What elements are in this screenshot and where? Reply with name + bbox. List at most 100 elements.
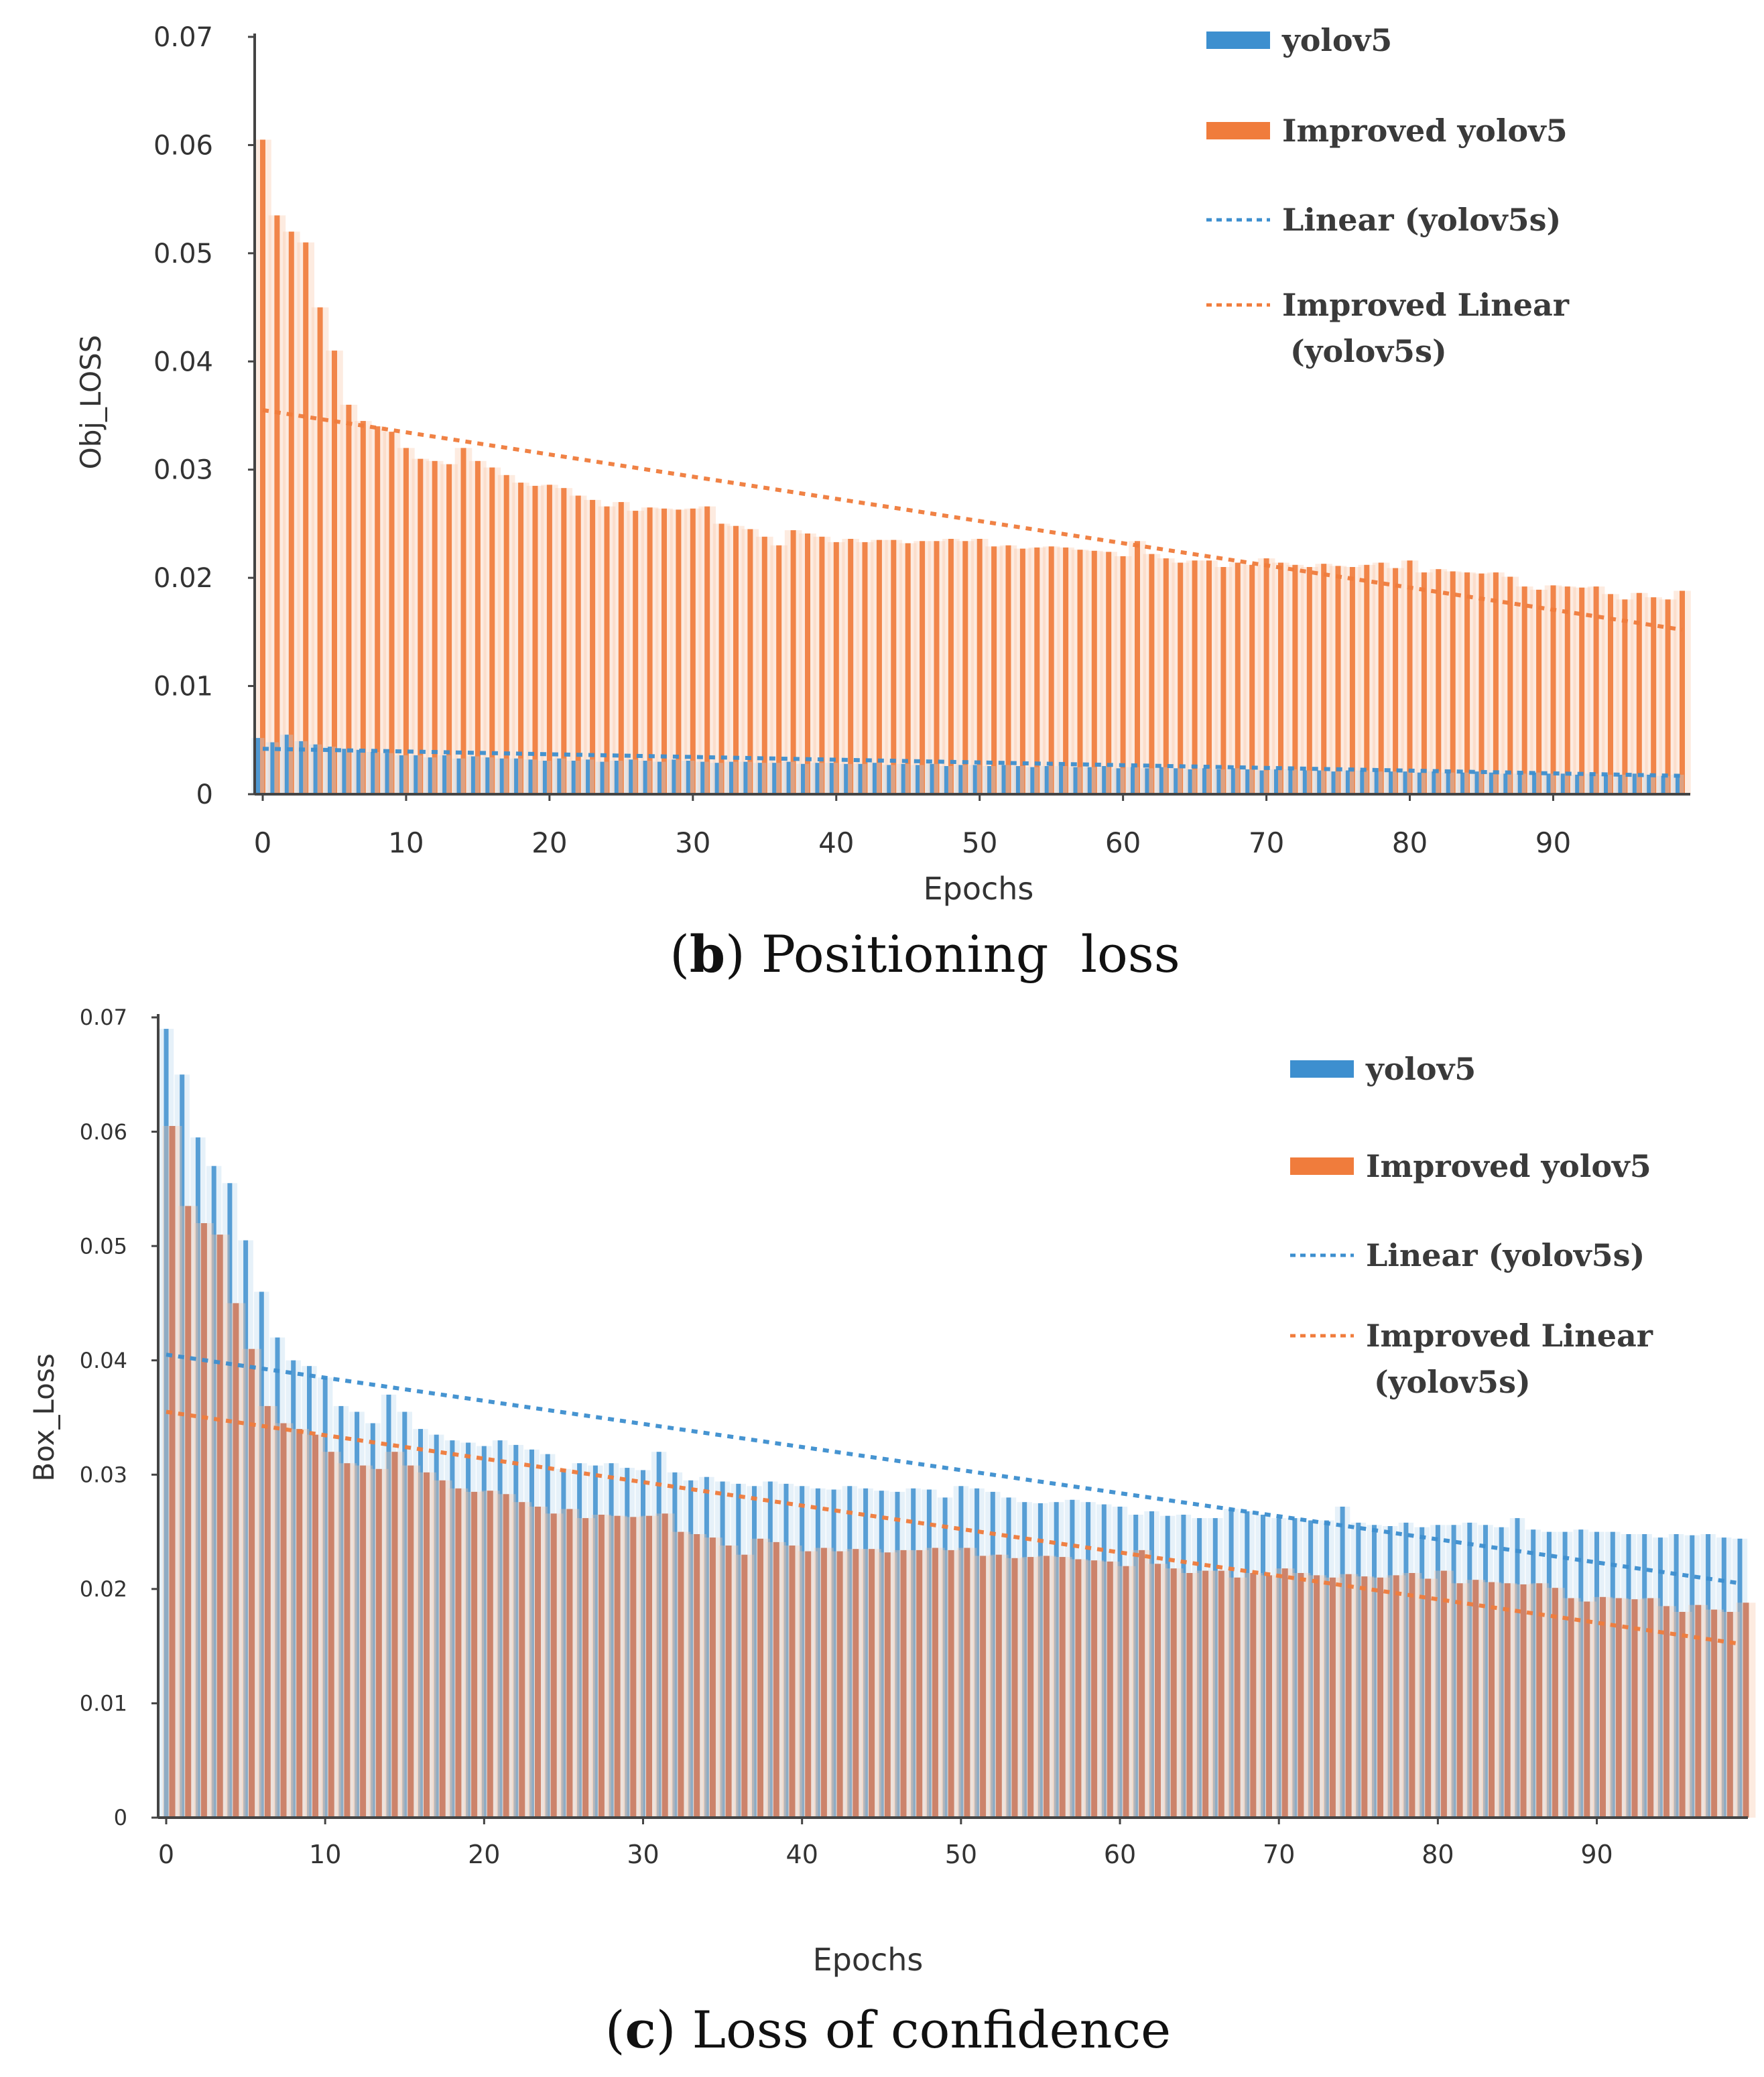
- bar: [355, 1411, 360, 1818]
- bar: [1202, 1570, 1209, 1818]
- bar: [1446, 772, 1450, 794]
- bar: [676, 509, 682, 794]
- bar: [418, 1429, 423, 1818]
- bar: [1610, 1531, 1615, 1818]
- bar: [1101, 1504, 1107, 1818]
- bar: [1149, 554, 1155, 794]
- bar: [1377, 1577, 1383, 1818]
- bar: [1037, 1503, 1043, 1818]
- bar: [1420, 1527, 1425, 1818]
- bar: [926, 1489, 932, 1818]
- bar: [641, 1470, 645, 1818]
- bar: [195, 1137, 200, 1818]
- bar: [1472, 1580, 1479, 1818]
- legend-swatch-bar: [1206, 122, 1270, 139]
- bar: [532, 485, 538, 794]
- bar: [1711, 1609, 1718, 1818]
- trendline: [262, 747, 1683, 778]
- bar: [800, 1486, 805, 1818]
- legend-label-line: (yolov5s): [1290, 333, 1447, 369]
- bar: [1220, 567, 1226, 794]
- x-tick-label: 70: [1249, 826, 1284, 859]
- bar: [1393, 568, 1399, 794]
- bar: [1536, 589, 1542, 794]
- x-tick-label: 0: [254, 826, 272, 859]
- positioning-loss-chart: 0 0.01 0.02 0.03 0.04 0.05 0.06 0.07 0 10 20 30 40 5…: [74, 22, 1691, 984]
- bar: [1117, 1507, 1123, 1818]
- bar: [566, 1509, 573, 1818]
- bar: [1489, 772, 1493, 794]
- bar: [456, 758, 461, 794]
- bar: [1450, 571, 1456, 794]
- bar: [672, 1472, 678, 1818]
- positioning-loss-y-axis-title: Obj_LOSS: [74, 335, 107, 470]
- bar: [895, 1491, 900, 1818]
- bar: [1181, 1515, 1186, 1818]
- bar: [757, 1538, 763, 1818]
- bar: [1331, 771, 1336, 794]
- bar: [690, 508, 696, 794]
- bar: [1324, 1520, 1329, 1818]
- bar: [741, 1554, 748, 1818]
- bar: [590, 499, 596, 794]
- bar: [1564, 586, 1570, 794]
- bar: [259, 1292, 264, 1818]
- bar: [485, 757, 490, 794]
- bar: [185, 1206, 192, 1818]
- y-tick-label: 0.07: [153, 22, 213, 53]
- bar: [1594, 1531, 1599, 1818]
- bar: [625, 1468, 630, 1818]
- positioning-loss-bars: [251, 139, 1691, 795]
- bar: [274, 215, 280, 794]
- x-tick-label: 30: [675, 826, 710, 859]
- bar: [403, 448, 409, 794]
- bar: [1298, 1573, 1304, 1818]
- y-tick-label: 0.07: [80, 1005, 127, 1030]
- bar: [1622, 599, 1628, 794]
- bar: [600, 761, 605, 794]
- bar: [1604, 774, 1608, 794]
- bar: [876, 540, 882, 794]
- bar: [948, 539, 954, 794]
- bar: [1011, 1558, 1018, 1818]
- bar: [614, 1515, 621, 1818]
- bar: [414, 755, 418, 794]
- x-tick-label: 50: [962, 826, 997, 859]
- bar: [1726, 1612, 1733, 1818]
- bar: [389, 432, 395, 794]
- bar: [1263, 558, 1269, 794]
- bar: [356, 749, 361, 794]
- bar: [338, 1405, 344, 1818]
- y-tick-label: 0.03: [153, 455, 213, 486]
- bar: [1432, 771, 1436, 794]
- bar: [439, 1480, 446, 1818]
- confidence-loss-caption-text: Loss of confidence: [692, 2000, 1172, 2060]
- bar: [686, 761, 690, 794]
- bar: [1106, 552, 1112, 794]
- bar: [1435, 1525, 1440, 1818]
- bar: [1493, 572, 1499, 794]
- positioning-loss-caption: (b) Positioning loss: [670, 924, 1180, 984]
- bar: [375, 426, 381, 794]
- legend-label: yolov5: [1281, 22, 1392, 58]
- bar: [264, 1405, 271, 1818]
- bar: [1403, 1522, 1409, 1818]
- bar: [1206, 560, 1212, 794]
- bar: [932, 1548, 938, 1818]
- confidence-loss-caption: (c) Loss of confidence: [605, 2000, 1171, 2060]
- bar: [672, 759, 676, 794]
- bar: [200, 1223, 207, 1818]
- confidence-loss-y-axis-title: Box_Loss: [27, 1353, 60, 1481]
- bar: [360, 421, 366, 794]
- bar: [332, 351, 337, 794]
- bar: [1149, 1511, 1154, 1818]
- bar: [911, 1488, 916, 1818]
- bar: [1589, 773, 1594, 794]
- bar: [647, 507, 653, 794]
- bar: [407, 1465, 414, 1818]
- bar: [1314, 1575, 1320, 1818]
- legend-label: Linear (yolov5s): [1366, 1237, 1645, 1273]
- bar: [1676, 774, 1680, 794]
- bar: [709, 1537, 716, 1818]
- bar: [402, 1411, 407, 1818]
